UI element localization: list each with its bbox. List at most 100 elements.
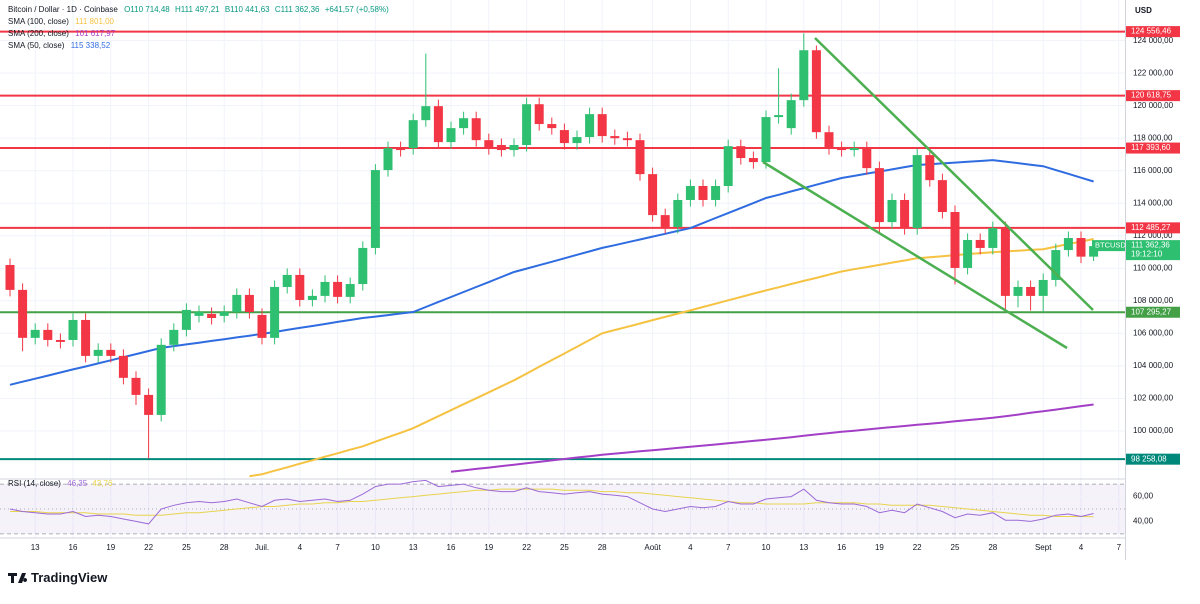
candle-body (799, 50, 809, 101)
last-price-box (1126, 240, 1180, 261)
candle-body (1051, 250, 1061, 280)
candle-body (673, 199, 683, 227)
candle-body (874, 168, 884, 223)
candle-body (585, 114, 595, 138)
candle-body (68, 319, 78, 340)
x-tick-label: 4 (688, 543, 693, 552)
candle-body (509, 145, 519, 151)
x-tick-label: 4 (1079, 543, 1084, 552)
y-tick-label: 124 000,00 (1133, 36, 1174, 45)
legend-name: SMA (200, close) (8, 29, 69, 38)
x-tick-label: 28 (220, 543, 229, 552)
candle-body (181, 309, 191, 330)
candle-body (748, 158, 758, 163)
candle-body (282, 274, 292, 287)
candle-body (559, 130, 569, 144)
candle-body (219, 312, 229, 316)
candle-body (81, 319, 91, 356)
rsi-line (9, 480, 1094, 525)
x-tick-label: 25 (182, 543, 191, 552)
candle-body (194, 312, 204, 316)
candle-body (30, 329, 40, 338)
ohlc-change: +641,57 (+0,58%) (325, 5, 389, 14)
x-tick-label: 25 (951, 543, 960, 552)
candle-body (18, 289, 28, 338)
currency: USD (1135, 6, 1152, 15)
level-label-box (1126, 26, 1180, 38)
candle-body (1013, 286, 1023, 296)
rsi-tick-label: 40,00 (1133, 517, 1154, 526)
candle-body (522, 104, 532, 146)
candle-body (1000, 228, 1010, 296)
candle-body (1076, 238, 1086, 257)
candle-body (446, 128, 456, 143)
legend-value: 46,35 (67, 479, 88, 488)
axes: 13 16 19 22 25 28 Juil. 4 7 10 13 16 19 22 25 28 Août 4 7 1… (31, 26, 1180, 552)
candle-body (711, 185, 721, 200)
candle-body (912, 155, 922, 229)
x-tick-label: 19 (484, 543, 493, 552)
candle-body (320, 281, 330, 296)
y-tick-label: 110 000,00 (1133, 263, 1173, 272)
candle-body (459, 118, 469, 129)
rsi-tick-label: 60,00 (1133, 492, 1154, 501)
ohlc-high: H111 497,21 (175, 5, 220, 14)
candle-body (370, 170, 380, 248)
candle-body (937, 180, 947, 213)
y-tick-label: 116 000,00 (1133, 166, 1173, 175)
y-tick-label: 106 000,00 (1133, 328, 1174, 337)
candle-body (685, 185, 695, 200)
candle-body (396, 148, 406, 151)
candle-body (950, 212, 960, 268)
candle-body (1026, 286, 1036, 296)
candle-body (786, 100, 796, 129)
x-tick-label: 28 (598, 543, 607, 552)
candle-body (963, 239, 973, 268)
x-tick-label: 13 (31, 543, 40, 552)
y-tick-label: 102 000,00 (1133, 393, 1174, 402)
x-tick-label: 19 (875, 543, 884, 552)
level-label: 117 393,60 (1131, 143, 1171, 152)
legend-sma: SMA (200, close) 101 617,97 (8, 29, 116, 38)
candle-body (635, 140, 645, 175)
candle-body (106, 349, 116, 356)
candle-body (900, 199, 910, 229)
legend-sma: SMA (50, close) 115 338,52 (8, 41, 111, 50)
candle-body (333, 281, 343, 297)
level-label: 107 295,27 (1131, 307, 1172, 316)
y-tick-label: 100 000,00 (1133, 426, 1174, 435)
candle-body (55, 339, 65, 342)
last-price-label: 111 362,36 (1131, 241, 1170, 250)
candle-body (131, 377, 141, 395)
x-tick-label: Juil. (255, 543, 269, 552)
candle-body (421, 106, 431, 121)
ohlc-open: O110 714,48 (124, 5, 170, 14)
candle-body (723, 146, 733, 186)
level-label: 124 556,46 (1131, 27, 1172, 36)
legend-value: 43,76 (92, 479, 113, 488)
x-tick-label: 16 (69, 543, 78, 552)
candle-body (534, 104, 544, 125)
candle-body (43, 329, 53, 340)
candle-body (622, 138, 632, 141)
x-tick-label: 13 (799, 543, 808, 552)
candle-body (572, 137, 582, 144)
x-tick-label: 10 (371, 543, 380, 552)
legend-name: SMA (50, close) (8, 41, 65, 50)
sma-line (450, 403, 1094, 473)
y-tick-label: 108 000,00 (1133, 296, 1174, 305)
x-tick-label: 10 (762, 543, 771, 552)
candle-body (1038, 279, 1048, 296)
candle-body (597, 114, 607, 137)
trendline (814, 37, 1094, 311)
candle-body (484, 140, 494, 149)
ohlc-low: B110 441,63 (225, 5, 270, 14)
x-tick-label: 19 (106, 543, 115, 552)
brand: TradingView (8, 570, 108, 585)
candle-body (270, 286, 280, 338)
legend-name: SMA (100, close) (8, 17, 69, 26)
candle-body (358, 247, 368, 285)
level-label-box (1126, 142, 1180, 154)
symbol-title: Bitcoin / Dollar · 1D · Coinbase (8, 5, 118, 14)
rsi-ma-line (10, 488, 1094, 518)
